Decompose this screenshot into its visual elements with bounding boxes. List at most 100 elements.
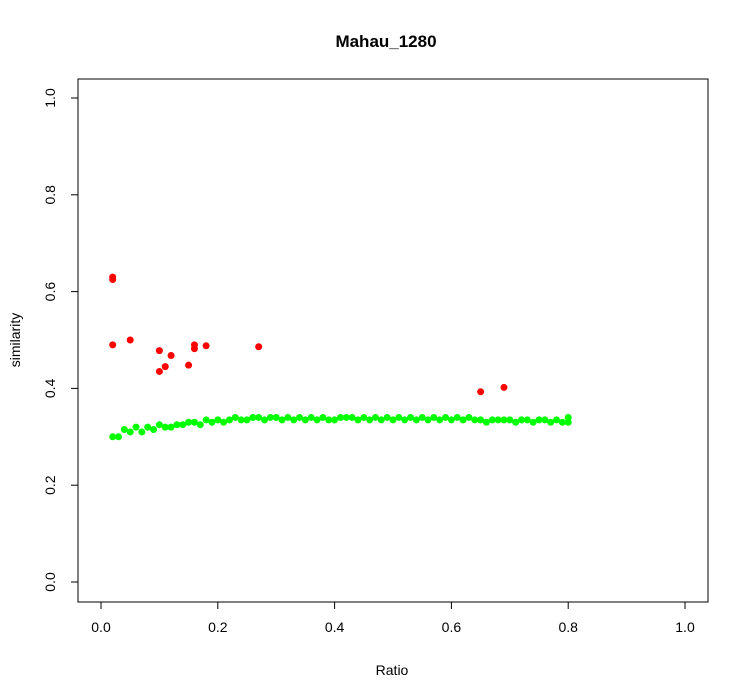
- green-data-point: [261, 416, 269, 424]
- green-data-point: [401, 416, 409, 424]
- x-tick-label: 0.8: [558, 619, 578, 635]
- green-data-point: [436, 416, 444, 424]
- green-data-point: [313, 416, 321, 424]
- green-data-point: [161, 423, 169, 431]
- green-data-point: [465, 413, 473, 421]
- green-data-point: [225, 416, 233, 424]
- y-axis: 0.0 0.2 0.4 0.6 0.8 1.0: [42, 88, 79, 592]
- red-data-point: [255, 343, 263, 351]
- green-data-point: [144, 423, 152, 431]
- green-data-point: [366, 416, 374, 424]
- green-data-point: [488, 416, 496, 424]
- green-data-point: [447, 416, 455, 424]
- green-data-point: [523, 416, 531, 424]
- green-data-point: [360, 413, 368, 421]
- green-data-point: [371, 413, 379, 421]
- x-tick-label: 0.6: [442, 619, 462, 635]
- green-data-point: [354, 416, 362, 424]
- green-data-point: [185, 418, 193, 426]
- green-data-point: [418, 413, 426, 421]
- green-data-point: [541, 416, 549, 424]
- green-data-point: [109, 433, 117, 441]
- red-data-point: [155, 367, 163, 375]
- green-data-point: [284, 413, 292, 421]
- green-data-point: [564, 413, 572, 421]
- green-data-point: [290, 416, 298, 424]
- green-data-point: [319, 413, 327, 421]
- y-tick-label: 1.0: [42, 88, 58, 108]
- red-data-point: [190, 345, 198, 353]
- green-data-point: [296, 413, 304, 421]
- green-data-point: [395, 413, 403, 421]
- green-data-point: [196, 421, 204, 429]
- x-axis-label: Ratio: [376, 662, 409, 678]
- green-data-point: [412, 416, 420, 424]
- red-data-point: [109, 341, 117, 349]
- green-data-point: [115, 433, 123, 441]
- green-data-point: [150, 426, 158, 434]
- green-data-point: [155, 421, 163, 429]
- y-tick-label: 0.0: [42, 572, 58, 592]
- green-data-point: [237, 416, 245, 424]
- green-data-point: [564, 418, 572, 426]
- green-data-point: [453, 413, 461, 421]
- x-axis: 0.0 0.2 0.4 0.6 0.8 1.0: [91, 601, 695, 635]
- green-data-point: [342, 413, 350, 421]
- green-data-point: [430, 413, 438, 421]
- green-data-point: [138, 428, 146, 436]
- y-tick-label: 0.6: [42, 282, 58, 302]
- red-data-point: [477, 388, 485, 396]
- green-data-point: [190, 418, 198, 426]
- red-data-point: [500, 383, 508, 391]
- green-data-point: [547, 418, 555, 426]
- green-data-point: [173, 421, 181, 429]
- green-data-point: [389, 416, 397, 424]
- green-data-point: [383, 413, 391, 421]
- green-data-point: [126, 428, 134, 436]
- green-data-point: [424, 416, 432, 424]
- green-data-point: [529, 418, 537, 426]
- x-tick-label: 1.0: [675, 619, 695, 635]
- green-data-point: [249, 413, 257, 421]
- green-data-point: [255, 413, 263, 421]
- green-data-point: [477, 416, 485, 424]
- y-tick-label: 0.4: [42, 378, 58, 398]
- green-data-point: [307, 413, 315, 421]
- green-data-point: [336, 413, 344, 421]
- green-data-point: [442, 413, 450, 421]
- green-data-point: [243, 416, 251, 424]
- red-data-point: [185, 361, 193, 369]
- green-data-point: [459, 416, 467, 424]
- green-data-point: [220, 418, 228, 426]
- x-tick-label: 0.0: [91, 619, 111, 635]
- green-data-point: [500, 416, 508, 424]
- y-axis-label: similarity: [7, 313, 23, 367]
- red-data-point: [126, 336, 134, 344]
- data-points: [109, 273, 572, 441]
- green-data-point: [482, 418, 490, 426]
- green-data-point: [348, 413, 356, 421]
- x-tick-label: 0.2: [208, 619, 228, 635]
- green-data-point: [132, 423, 140, 431]
- green-data-point: [407, 413, 415, 421]
- green-data-point: [120, 426, 128, 434]
- green-data-point: [266, 413, 274, 421]
- green-data-point: [553, 416, 561, 424]
- green-data-point: [272, 413, 280, 421]
- green-data-point: [325, 416, 333, 424]
- green-data-point: [331, 416, 339, 424]
- green-data-point: [535, 416, 543, 424]
- green-data-point: [167, 423, 175, 431]
- green-data-point: [512, 418, 520, 426]
- red-data-point: [167, 351, 175, 359]
- green-data-point: [202, 416, 210, 424]
- y-tick-label: 0.2: [42, 475, 58, 495]
- green-data-point: [506, 416, 514, 424]
- y-tick-label: 0.8: [42, 185, 58, 205]
- green-data-point: [377, 416, 385, 424]
- green-data-point: [494, 416, 502, 424]
- green-data-point: [214, 416, 222, 424]
- green-data-point: [208, 418, 216, 426]
- green-data-point: [179, 421, 187, 429]
